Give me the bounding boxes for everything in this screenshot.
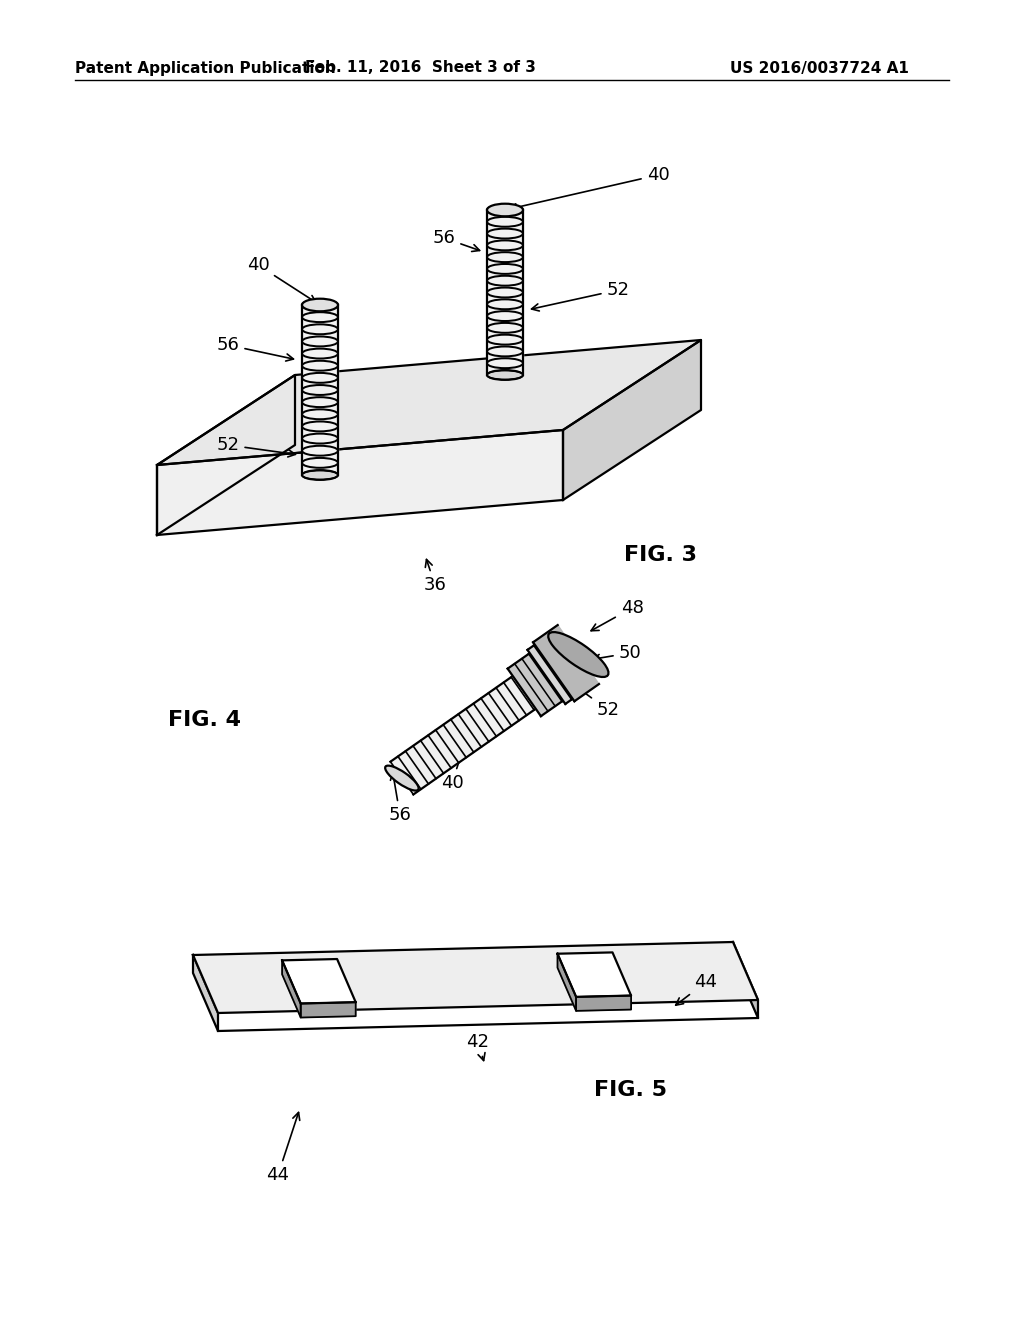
Polygon shape [508, 653, 562, 717]
Polygon shape [527, 645, 571, 704]
Text: 44: 44 [676, 973, 718, 1005]
Text: 50: 50 [593, 644, 641, 663]
Polygon shape [302, 305, 338, 475]
Ellipse shape [385, 766, 419, 791]
Ellipse shape [487, 371, 523, 380]
Text: Feb. 11, 2016  Sheet 3 of 3: Feb. 11, 2016 Sheet 3 of 3 [304, 61, 536, 75]
Polygon shape [487, 210, 523, 375]
Polygon shape [157, 375, 295, 535]
Polygon shape [282, 961, 301, 1018]
Text: 44: 44 [266, 1113, 300, 1184]
Text: FIG. 4: FIG. 4 [169, 710, 242, 730]
Polygon shape [557, 954, 577, 1011]
Text: 56: 56 [216, 337, 294, 362]
Polygon shape [534, 626, 599, 701]
Text: 36: 36 [424, 560, 446, 594]
Text: 52: 52 [578, 688, 620, 719]
Text: 48: 48 [591, 599, 643, 631]
Polygon shape [157, 341, 701, 465]
Text: 42: 42 [467, 1034, 489, 1060]
Text: 40: 40 [510, 166, 670, 211]
Polygon shape [193, 942, 758, 1012]
Ellipse shape [302, 298, 338, 312]
Text: FIG. 3: FIG. 3 [624, 545, 696, 565]
Text: Patent Application Publication: Patent Application Publication [75, 61, 336, 75]
Text: 40: 40 [247, 256, 316, 302]
Polygon shape [157, 430, 563, 535]
Polygon shape [733, 942, 758, 1018]
Polygon shape [301, 1002, 355, 1018]
Polygon shape [193, 954, 218, 1031]
Polygon shape [390, 677, 535, 795]
Text: 56: 56 [388, 772, 412, 824]
Text: 52: 52 [216, 436, 295, 457]
Polygon shape [557, 953, 631, 997]
Text: FIG. 5: FIG. 5 [594, 1080, 667, 1100]
Text: 56: 56 [432, 228, 479, 252]
Polygon shape [577, 995, 631, 1011]
Ellipse shape [487, 203, 523, 216]
Polygon shape [282, 960, 355, 1003]
Polygon shape [563, 341, 701, 500]
Text: 40: 40 [440, 744, 466, 792]
Text: 52: 52 [531, 281, 630, 312]
Ellipse shape [302, 470, 338, 479]
Ellipse shape [548, 632, 608, 677]
Text: US 2016/0037724 A1: US 2016/0037724 A1 [730, 61, 909, 75]
